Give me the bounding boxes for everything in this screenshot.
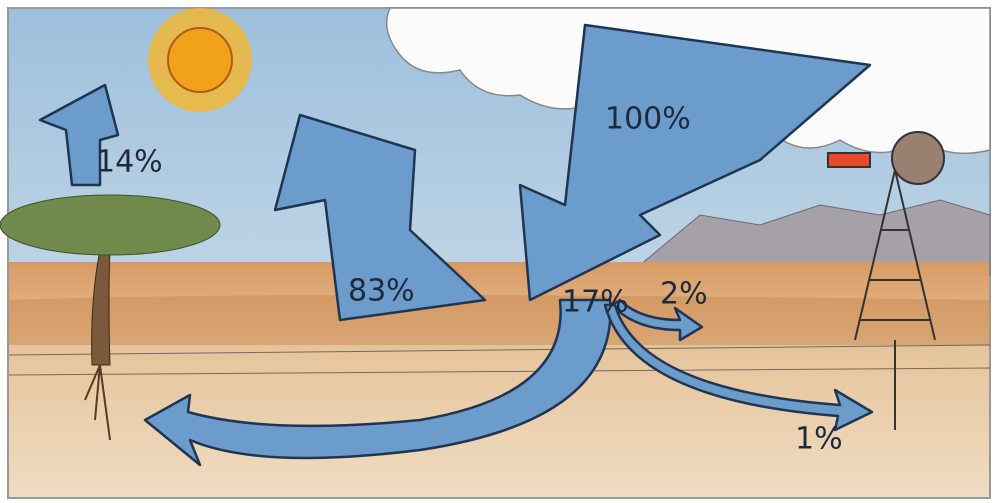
arrow-label: 100% xyxy=(605,102,691,137)
arrow-label: 17% xyxy=(562,285,629,320)
sun xyxy=(148,8,252,112)
arrow-label: 2% xyxy=(660,277,708,312)
arrow-label: 83% xyxy=(348,274,415,309)
water-cycle-illustration: 100% 83% 14% 17% 2% 1% xyxy=(0,0,996,503)
arrow-label: 1% xyxy=(795,422,843,457)
arrow-label: 14% xyxy=(96,145,163,180)
